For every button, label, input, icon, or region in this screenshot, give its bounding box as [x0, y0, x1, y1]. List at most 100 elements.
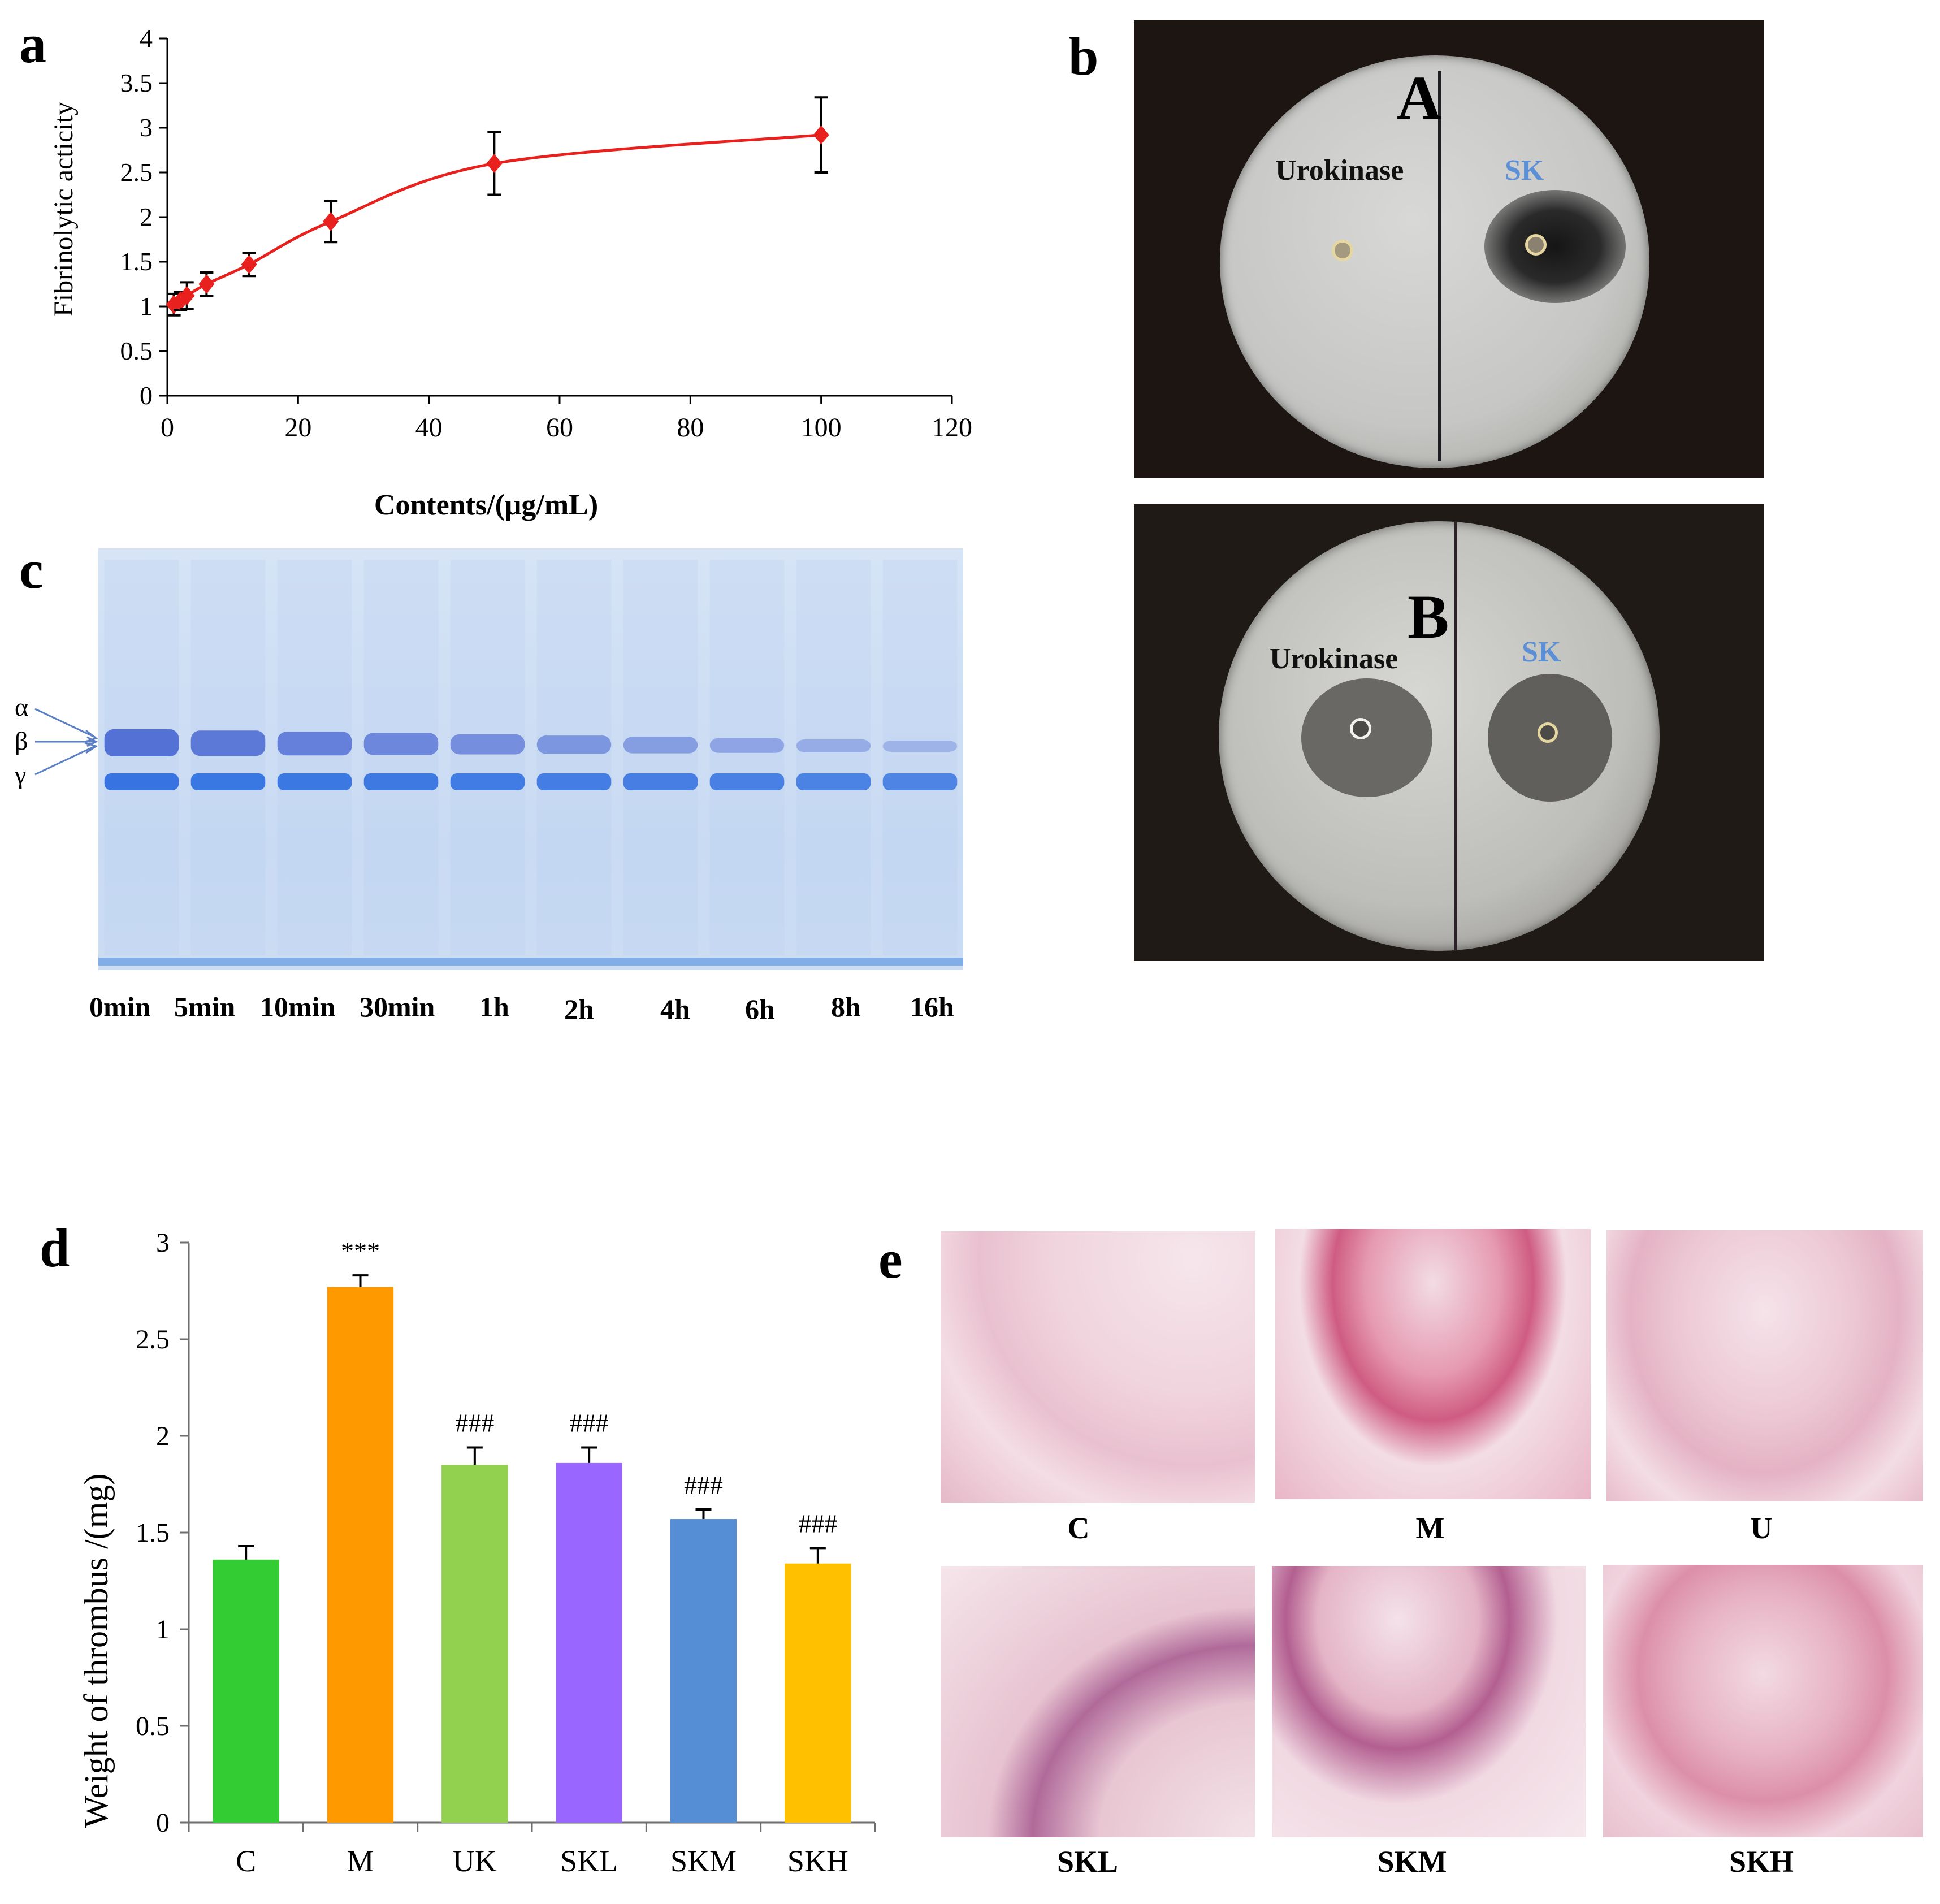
chart-a: Fibrinolytic acticity Contents/(μg/mL) 0… [49, 24, 972, 521]
band-label-gamma: γ [14, 760, 26, 789]
chart-d-y-tick-label: 0 [156, 1808, 170, 1838]
gel-lane-streak [623, 560, 698, 955]
plate-a-right-label: SK [1505, 154, 1544, 187]
gel-lane-streak [450, 560, 525, 955]
gel-band-alpha-beta [450, 734, 525, 755]
gel-image [98, 548, 963, 970]
histology-label-m: M [1415, 1511, 1445, 1545]
gel-band-gamma [623, 773, 698, 790]
histology-image-c [941, 1231, 1255, 1503]
chart-a-x-tick-label: 80 [677, 413, 704, 443]
gel-lane-streak [104, 560, 179, 955]
chart-a-data-point [323, 211, 339, 231]
plate-b-urokinase-clear-zone [1301, 678, 1432, 797]
gel-band-alpha-beta [709, 738, 785, 753]
gel-lane-label: 2h [564, 993, 594, 1025]
chart-a-y-tick-label: 1.5 [120, 247, 153, 276]
gel-lane-streak [536, 560, 612, 955]
gel-lane-streak [190, 560, 266, 955]
histology-label-c: C [1067, 1511, 1090, 1545]
panel-letter-b: b [1068, 26, 1099, 86]
gel-band-gamma [536, 773, 612, 790]
plate-photo-b: B Urokinase SK [1134, 504, 1764, 961]
chart-a-data-point [813, 125, 829, 145]
gel-band-alpha-beta [796, 739, 871, 752]
plate-b-divider-line [1454, 521, 1457, 951]
chart-d-significance-label: ### [455, 1409, 494, 1438]
chart-a-x-tick-label: 0 [161, 413, 174, 443]
chart-d-significance-label: ### [684, 1470, 723, 1499]
chart-d-y-tick-label: 1 [156, 1615, 170, 1645]
chart-a-data-point [486, 154, 503, 174]
chart-a-y-tick-label: 1 [140, 292, 153, 321]
chart-a-y-tick-label: 2.5 [120, 158, 153, 187]
plate-a-letter: A [1397, 63, 1442, 132]
panel-letter-e: e [878, 1229, 903, 1289]
gel-lane-label: 5min [174, 991, 236, 1023]
chart-d: Weight of thrombus /(mg) 0 0.5 1 1.5 2 2.5 3 C *… [77, 1228, 876, 1878]
chart-a-x-tick-label: 40 [415, 413, 443, 443]
band-label-alpha: α [15, 693, 28, 721]
gel-lane-label: 10min [260, 991, 336, 1023]
gel-lane-label: 30min [360, 991, 435, 1023]
chart-a-y-tick-label: 3.5 [120, 68, 153, 97]
gel-lane-label: 4h [660, 993, 690, 1025]
panel-letter-c: c [19, 539, 44, 600]
chart-a-x-tick-label: 120 [932, 413, 972, 443]
gel-band-alpha-beta [104, 729, 179, 756]
plate-b-urokinase-well [1350, 718, 1371, 739]
gel-lane-label: 8h [831, 991, 861, 1023]
gel-bands [104, 560, 958, 955]
chart-a-ylabel: Fibrinolytic acticity [49, 102, 79, 317]
chart-a-y-tick-label: 4 [140, 24, 153, 53]
gel-lane-label: 16h [910, 991, 954, 1023]
plate-b-right-label: SK [1522, 636, 1561, 668]
chart-a-y-tick-label: 0 [140, 381, 153, 410]
gel-band-gamma [104, 773, 179, 790]
chart-a-data-point [198, 274, 215, 294]
chart-d-significance-label: ### [570, 1409, 609, 1438]
panel-letter-a: a [19, 14, 46, 74]
chart-a-y-tick-label: 0.5 [120, 336, 153, 365]
histology-label-skh: SKH [1729, 1845, 1794, 1879]
chart-d-bar [213, 1559, 279, 1823]
chart-d-bar [327, 1287, 394, 1823]
chart-d-y-tick-label: 1.5 [136, 1518, 170, 1548]
gel-lane-streak [709, 560, 785, 955]
gel-band-gamma [882, 773, 958, 790]
plate-a-urokinase-well [1332, 240, 1353, 261]
chart-a-y-tick-label: 3 [140, 113, 153, 142]
chart-a-x-tick-label: 60 [546, 413, 573, 443]
chart-d-bar [556, 1462, 622, 1823]
gel-lane-streak [363, 560, 439, 955]
gel-band-alpha-beta [536, 735, 612, 754]
chart-d-y-tick-label: 2.5 [136, 1325, 170, 1355]
gel-lane-streak [277, 560, 352, 955]
chart-d-y-tick-label: 3 [156, 1228, 170, 1258]
gel-band-gamma [709, 773, 785, 790]
chart-a-y-tick-label: 2 [140, 202, 153, 231]
plate-a-sk-clear-zone [1484, 190, 1626, 303]
chart-d-bar [441, 1465, 508, 1823]
chart-d-y-tick-label: 0.5 [136, 1711, 170, 1741]
gel-band-alpha-beta [190, 730, 266, 756]
gel-lane-label: 0min [89, 991, 151, 1023]
chart-d-y-tick-label: 2 [156, 1421, 170, 1451]
chart-d-bar [670, 1519, 737, 1823]
chart-d-x-tick-label: M [347, 1844, 374, 1878]
histology-image-m [1275, 1229, 1591, 1499]
plate-b-letter: B [1408, 582, 1449, 651]
gel-band-gamma [796, 773, 871, 790]
gel-band-arrows: α β γ [14, 693, 98, 789]
chart-d-x-tick-label: UK [453, 1844, 497, 1878]
gel-band-gamma [277, 773, 352, 790]
gel-bottom-edge [98, 958, 963, 966]
chart-d-bar [785, 1563, 851, 1823]
gel-lane-streak [882, 560, 958, 955]
plate-photo-a: A Urokinase SK [1134, 20, 1764, 478]
histology-image-skm [1272, 1566, 1586, 1837]
plate-b-left-label: Urokinase [1270, 643, 1398, 675]
plate-a-divider-line [1438, 71, 1441, 461]
plate-b-sk-well [1538, 722, 1558, 743]
chart-d-x-tick-label: SKM [670, 1844, 737, 1878]
